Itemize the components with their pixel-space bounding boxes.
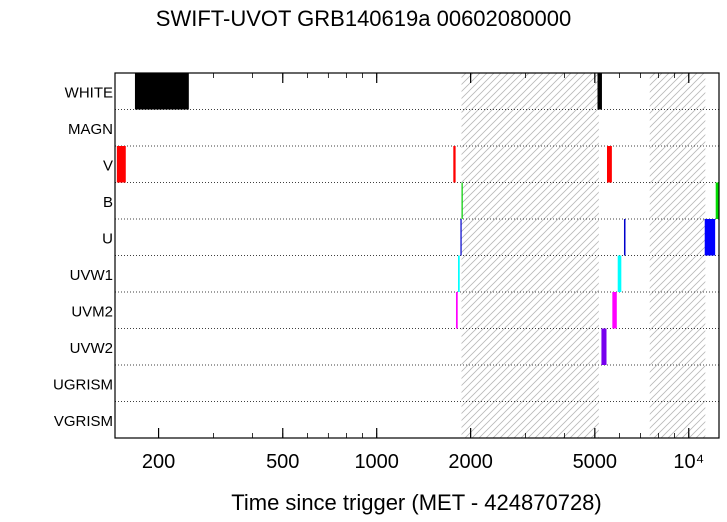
x-tick-label: 2000: [448, 451, 493, 473]
exposure-bar-b: [461, 182, 463, 219]
x-axis-label: Time since trigger (MET - 424870728): [231, 490, 602, 515]
filter-label-v: V: [103, 157, 113, 174]
row-dividers: [115, 109, 719, 402]
exposure-bar-b: [715, 182, 719, 219]
exposure-bar-v: [453, 146, 456, 183]
x-tick-label: 1000: [354, 451, 399, 473]
exposure-bar-v: [116, 146, 126, 183]
exposure-bars: [116, 73, 719, 365]
exposure-bar-uvw2: [601, 328, 607, 365]
x-axis-ticks: 200 500 1000 2000 5000 10⁴: [142, 73, 704, 473]
filter-label-vgrism: VGRISM: [54, 413, 113, 430]
exposure-bar-uvm2: [455, 292, 458, 329]
observation-gap-0: [461, 73, 599, 438]
filter-labels: WHITE MAGN V B U UVW1 UVM2 UVW2 UGRISM VGRISM: [53, 84, 113, 430]
observation-gaps: [461, 73, 706, 438]
exposure-bar-uvw1: [458, 255, 460, 292]
filter-label-ugrism: UGRISM: [53, 376, 113, 393]
x-tick-label: 10⁴: [673, 451, 704, 473]
filter-label-uvw2: UVW2: [70, 340, 113, 357]
exposure-bar-v: [606, 146, 612, 183]
filter-label-b: B: [103, 194, 113, 211]
exposure-bar-white: [134, 73, 189, 110]
x-tick-label: 500: [266, 451, 299, 473]
plot-frame: [114, 72, 720, 439]
x-tick-label: 5000: [573, 451, 618, 473]
exposure-bar-uvw1: [617, 255, 622, 292]
filter-label-magn: MAGN: [68, 121, 113, 138]
filter-label-uvm2: UVM2: [71, 303, 113, 320]
filter-label-u: U: [102, 230, 113, 247]
filter-label-uvw1: UVW1: [70, 267, 113, 284]
observation-gap-1: [649, 73, 706, 438]
exposure-bar-u: [460, 219, 462, 256]
exposure-bar-u: [623, 219, 626, 256]
exposure-bar-uvm2: [612, 292, 617, 329]
exposure-bar-white: [597, 73, 602, 110]
chart-title: SWIFT-UVOT GRB140619a 00602080000: [155, 6, 572, 31]
filter-label-white: WHITE: [65, 84, 113, 101]
x-tick-label: 200: [142, 451, 175, 473]
exposure-bar-u: [704, 219, 716, 256]
